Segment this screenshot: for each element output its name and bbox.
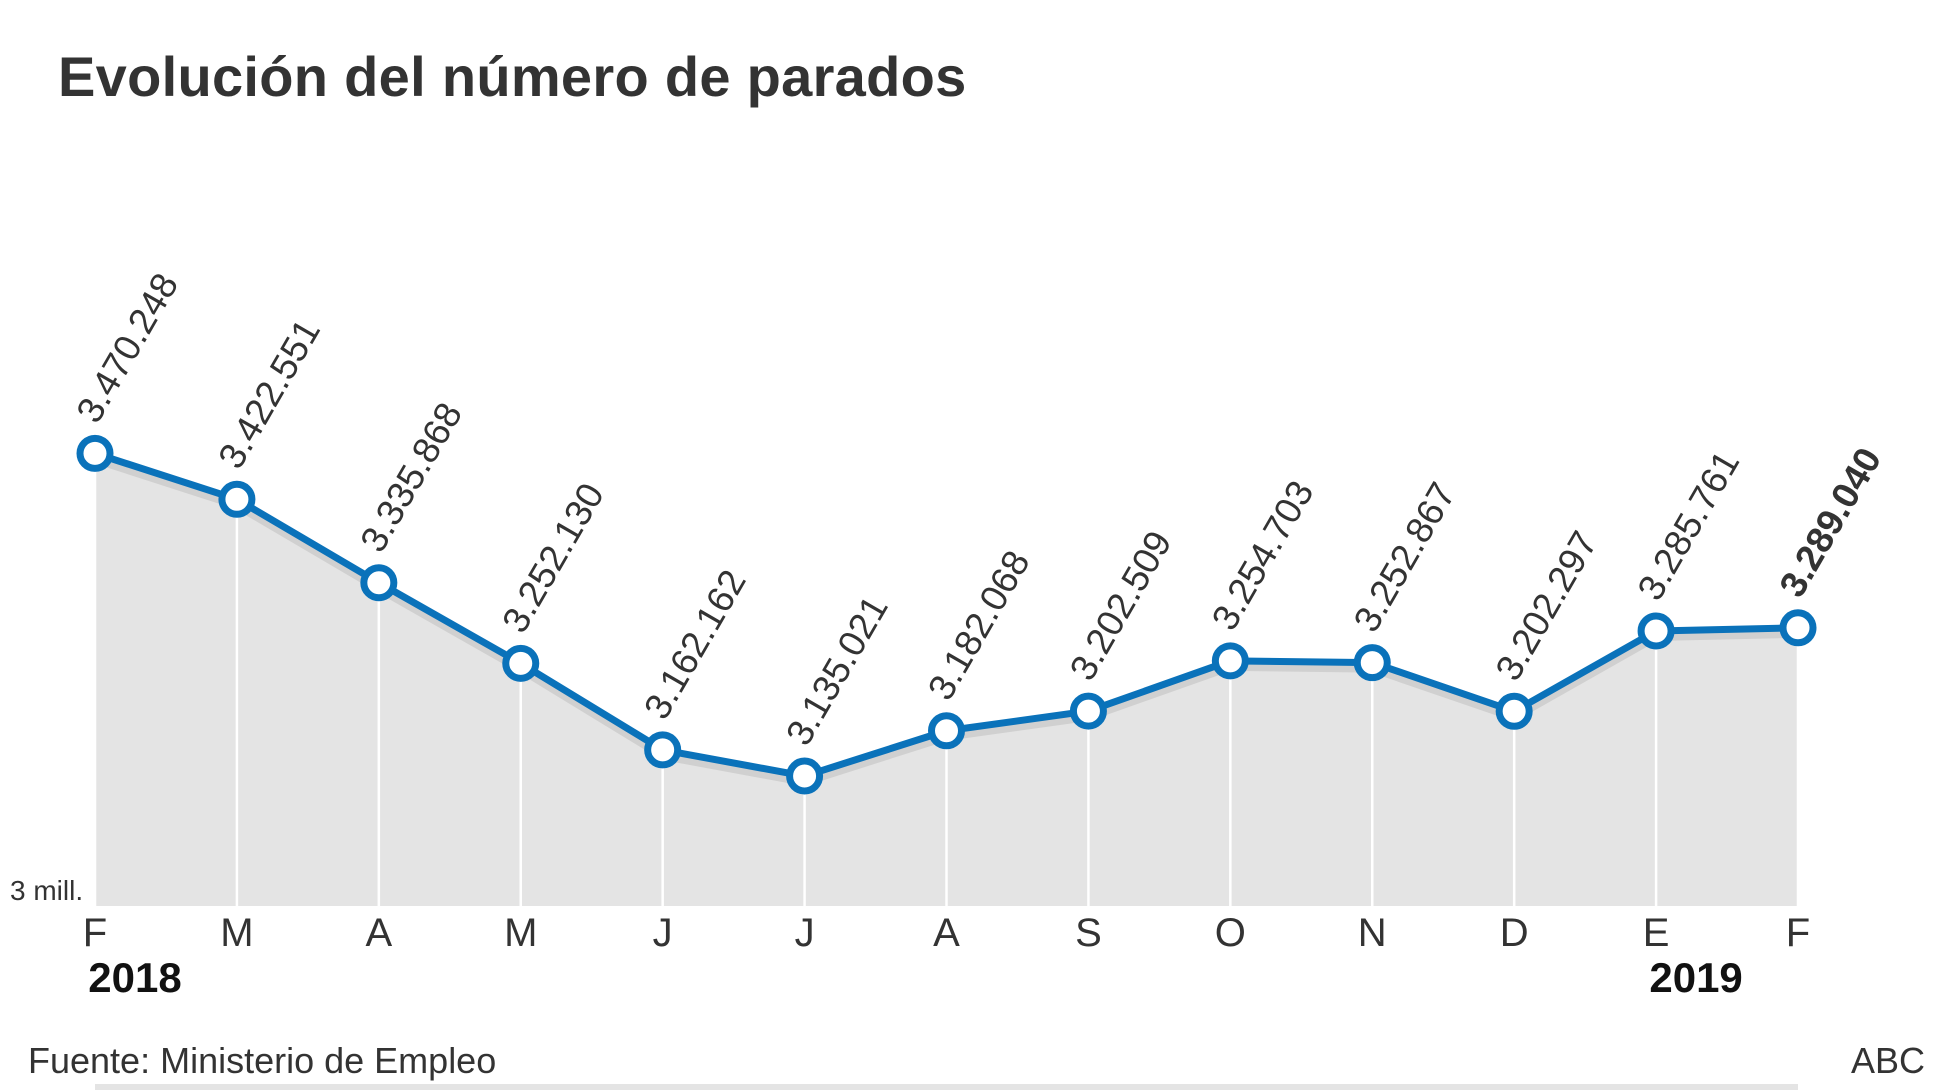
x-tick-label: J (653, 911, 673, 955)
data-label: 3.285.761 (1630, 444, 1748, 607)
x-tick-label: M (504, 911, 537, 955)
year-label: 2019 (1649, 954, 1742, 1001)
data-point (1211, 642, 1249, 680)
x-tick-label: F (83, 911, 107, 955)
x-tick-label: D (1500, 911, 1529, 955)
data-label: 3.335.868 (352, 396, 470, 559)
data-point (1495, 692, 1533, 730)
x-tick-label: O (1215, 911, 1246, 955)
data-point (1637, 612, 1675, 650)
x-tick-label: M (220, 911, 253, 955)
x-tick-label: E (1643, 911, 1670, 955)
data-label: 3.252.130 (494, 476, 612, 639)
data-point (928, 712, 965, 750)
data-label: 3.162.162 (636, 563, 754, 726)
data-label: 3.289.040 (1771, 441, 1889, 604)
x-tick-label: A (933, 911, 960, 955)
x-tick-label: F (1786, 911, 1810, 955)
data-point (1069, 692, 1107, 730)
data-label: 3.135.021 (778, 589, 896, 752)
grid-layer (93, 453, 1800, 906)
data-label: 3.254.703 (1204, 474, 1322, 637)
data-point (360, 564, 398, 602)
data-point (1353, 644, 1391, 682)
data-point (218, 480, 256, 518)
data-label: 3.422.551 (210, 312, 328, 475)
x-tick-label: A (365, 911, 392, 955)
point-layer (76, 434, 1817, 795)
x-tick-label: N (1358, 911, 1387, 955)
data-label: 3.470.248 (68, 266, 186, 429)
data-point (786, 757, 824, 795)
data-point (502, 644, 540, 682)
x-tick-label: S (1075, 911, 1102, 955)
data-label: 3.202.297 (1488, 524, 1606, 687)
baseline-label: 3 mill. (10, 875, 83, 906)
chart-title: Evolución del número de parados (58, 45, 967, 108)
x-tick-label: J (795, 911, 815, 955)
data-label: 3.252.867 (1346, 476, 1464, 639)
source-note: Fuente: Ministerio de Empleo (28, 1040, 497, 1081)
data-point (644, 731, 682, 769)
year-label: 2018 (88, 954, 181, 1001)
data-label: 3.182.068 (920, 544, 1038, 707)
data-label: 3.202.509 (1062, 524, 1180, 687)
bottom-strip (95, 1084, 1798, 1090)
credit-note: ABC (1850, 1040, 1925, 1081)
data-point (76, 434, 114, 472)
data-point (1779, 609, 1817, 647)
